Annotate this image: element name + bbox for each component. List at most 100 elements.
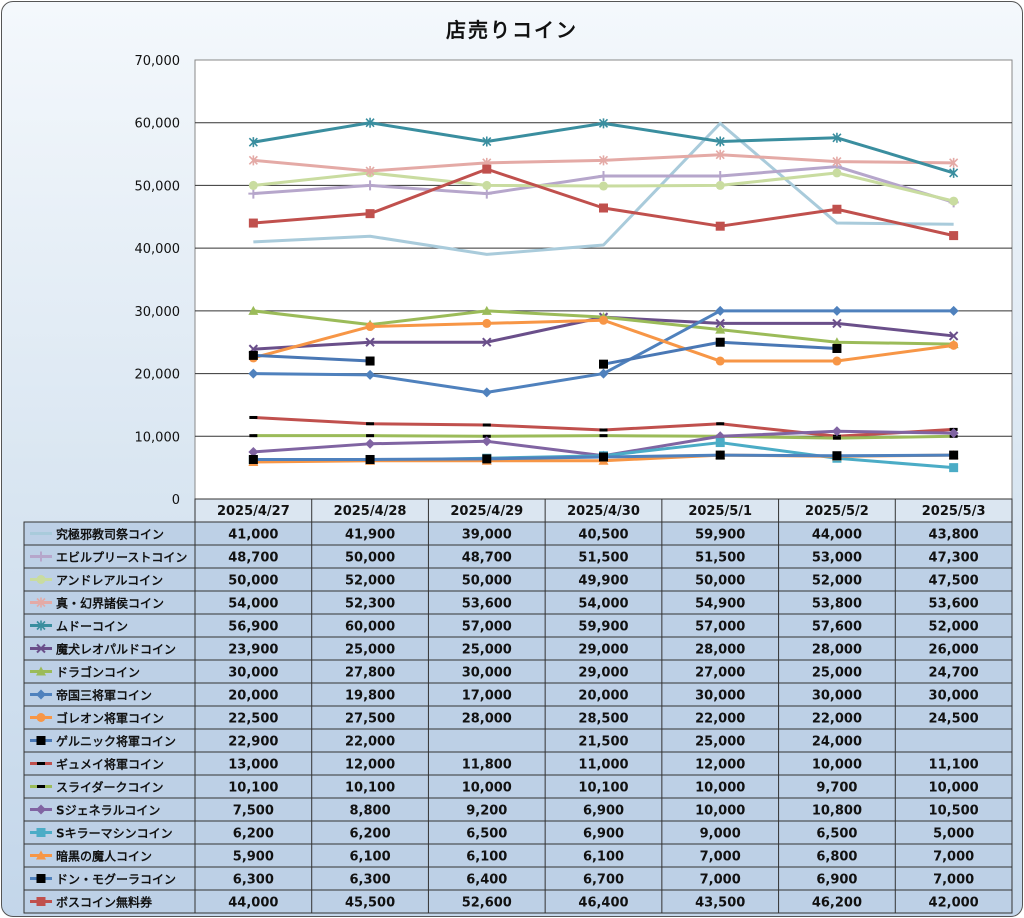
data-label: 47,300 bbox=[929, 551, 979, 566]
table-row: エビルプリーストコイン 48,700 50,000 48,700 51,500 51,50… bbox=[30, 550, 979, 566]
data-point bbox=[715, 337, 725, 347]
data-point bbox=[715, 438, 725, 448]
data-label: 25,000 bbox=[462, 643, 512, 658]
data-label: 6,100 bbox=[583, 850, 624, 865]
series-9 bbox=[248, 337, 842, 369]
data-label: 27,500 bbox=[345, 712, 395, 727]
data-point bbox=[715, 318, 725, 329]
series-8 bbox=[248, 315, 959, 366]
data-label: 51,500 bbox=[695, 551, 745, 566]
plot-area bbox=[194, 59, 1013, 500]
data-point bbox=[832, 156, 842, 167]
legend-label: ムドーコイン bbox=[56, 620, 128, 634]
data-label: 50,000 bbox=[228, 574, 278, 589]
data-point bbox=[832, 451, 842, 461]
data-label: 10,000 bbox=[462, 781, 512, 796]
data-point bbox=[365, 454, 375, 464]
data-label: 30,000 bbox=[929, 689, 979, 704]
data-point bbox=[248, 446, 259, 457]
data-label: 20,000 bbox=[228, 689, 278, 704]
data-label: 40,500 bbox=[578, 528, 628, 543]
data-label: 59,900 bbox=[578, 620, 628, 635]
data-point bbox=[36, 620, 46, 631]
data-point bbox=[599, 359, 608, 369]
data-label: 13,000 bbox=[228, 758, 278, 773]
x-tick-label: 2025/5/2 bbox=[805, 504, 869, 519]
table-row: ゲルニック将軍コイン 22,900 22,000 21,500 25,000 24,000 bbox=[30, 734, 862, 750]
data-label: 6,700 bbox=[583, 873, 624, 888]
data-point bbox=[832, 318, 842, 329]
legend-label: 究極邪教司祭コイン bbox=[56, 527, 164, 542]
table-row: ボスコイン無料券 44,000 45,500 52,600 46,400 43,500 46… bbox=[30, 895, 979, 911]
data-label: 43,500 bbox=[695, 896, 745, 911]
data-label: 6,900 bbox=[816, 873, 857, 888]
data-table: 2025/4/27 2025/4/28 2025/4/29 2025/4/30 2025… bbox=[23, 498, 1013, 914]
data-label: 22,900 bbox=[228, 735, 278, 750]
data-label: 57,000 bbox=[462, 620, 512, 635]
data-label: 30,000 bbox=[812, 689, 862, 704]
data-label: 27,000 bbox=[695, 666, 745, 681]
data-label: 11,800 bbox=[462, 758, 512, 773]
data-point bbox=[599, 181, 608, 191]
data-point bbox=[481, 387, 492, 398]
data-point bbox=[365, 356, 375, 366]
data-label: 28,000 bbox=[812, 643, 862, 658]
data-label: 49,900 bbox=[578, 574, 628, 589]
data-point bbox=[249, 415, 258, 419]
data-label: 43,800 bbox=[929, 528, 979, 543]
data-point bbox=[248, 454, 258, 464]
data-label: 6,900 bbox=[583, 827, 624, 842]
data-label: 27,800 bbox=[345, 666, 395, 681]
data-label: 12,000 bbox=[695, 758, 745, 773]
data-point bbox=[366, 422, 375, 426]
data-point bbox=[482, 337, 492, 347]
data-label: 48,700 bbox=[462, 551, 512, 566]
legend-label: 暗黒の魔人コイン bbox=[56, 849, 152, 864]
data-label: 24,000 bbox=[812, 735, 862, 750]
data-label: 7,000 bbox=[700, 873, 741, 888]
data-label: 41,900 bbox=[345, 528, 395, 543]
data-label: 6,300 bbox=[350, 873, 391, 888]
table-row: ギュメイ将軍コイン 13,000 12,000 11,800 11,000 12,000 1… bbox=[30, 757, 979, 773]
data-label: 24,500 bbox=[929, 712, 979, 727]
data-point bbox=[832, 168, 842, 178]
data-point bbox=[482, 318, 492, 328]
data-label: 25,000 bbox=[695, 735, 745, 750]
data-point bbox=[832, 132, 842, 143]
legend-label: ギュメイ将軍コイン bbox=[56, 757, 164, 772]
data-label: 46,200 bbox=[812, 896, 862, 911]
data-point bbox=[715, 221, 725, 231]
data-point bbox=[949, 231, 959, 241]
data-label: 19,800 bbox=[345, 689, 395, 704]
data-label: 23,900 bbox=[228, 643, 278, 658]
legend-label: ボスコイン無料券 bbox=[56, 895, 153, 910]
data-label: 28,000 bbox=[695, 643, 745, 658]
data-label: 21,500 bbox=[578, 735, 628, 750]
data-point bbox=[832, 434, 841, 438]
y-tick-label: 0 bbox=[172, 493, 180, 508]
data-point bbox=[948, 305, 959, 316]
data-point bbox=[36, 689, 46, 700]
data-label: 10,800 bbox=[812, 804, 862, 819]
data-label: 6,200 bbox=[350, 827, 391, 842]
data-label: 53,600 bbox=[929, 597, 979, 612]
data-point bbox=[37, 785, 45, 788]
data-label: 60,000 bbox=[345, 620, 395, 635]
data-point bbox=[482, 454, 492, 464]
data-label: 29,000 bbox=[578, 643, 628, 658]
data-label: 53,800 bbox=[812, 597, 862, 612]
data-label: 6,300 bbox=[233, 873, 274, 888]
legend-label: 真・幻界諸侯コイン bbox=[56, 596, 164, 611]
data-point bbox=[36, 713, 46, 722]
x-tick-label: 2025/4/27 bbox=[217, 504, 290, 519]
series-15 bbox=[248, 450, 959, 464]
data-point bbox=[365, 166, 375, 177]
table-row: ドン・モグーラコイン 6,300 6,300 6,400 6,700 7,000 6,900… bbox=[30, 872, 974, 888]
data-point bbox=[482, 136, 492, 147]
table-row: アンドレアルコイン 50,000 52,000 50,000 49,900 50,000 5… bbox=[30, 574, 979, 589]
y-tick-label: 20,000 bbox=[135, 368, 181, 383]
data-point bbox=[248, 180, 258, 190]
data-label: 25,000 bbox=[812, 666, 862, 681]
data-label: 48,700 bbox=[228, 551, 278, 566]
